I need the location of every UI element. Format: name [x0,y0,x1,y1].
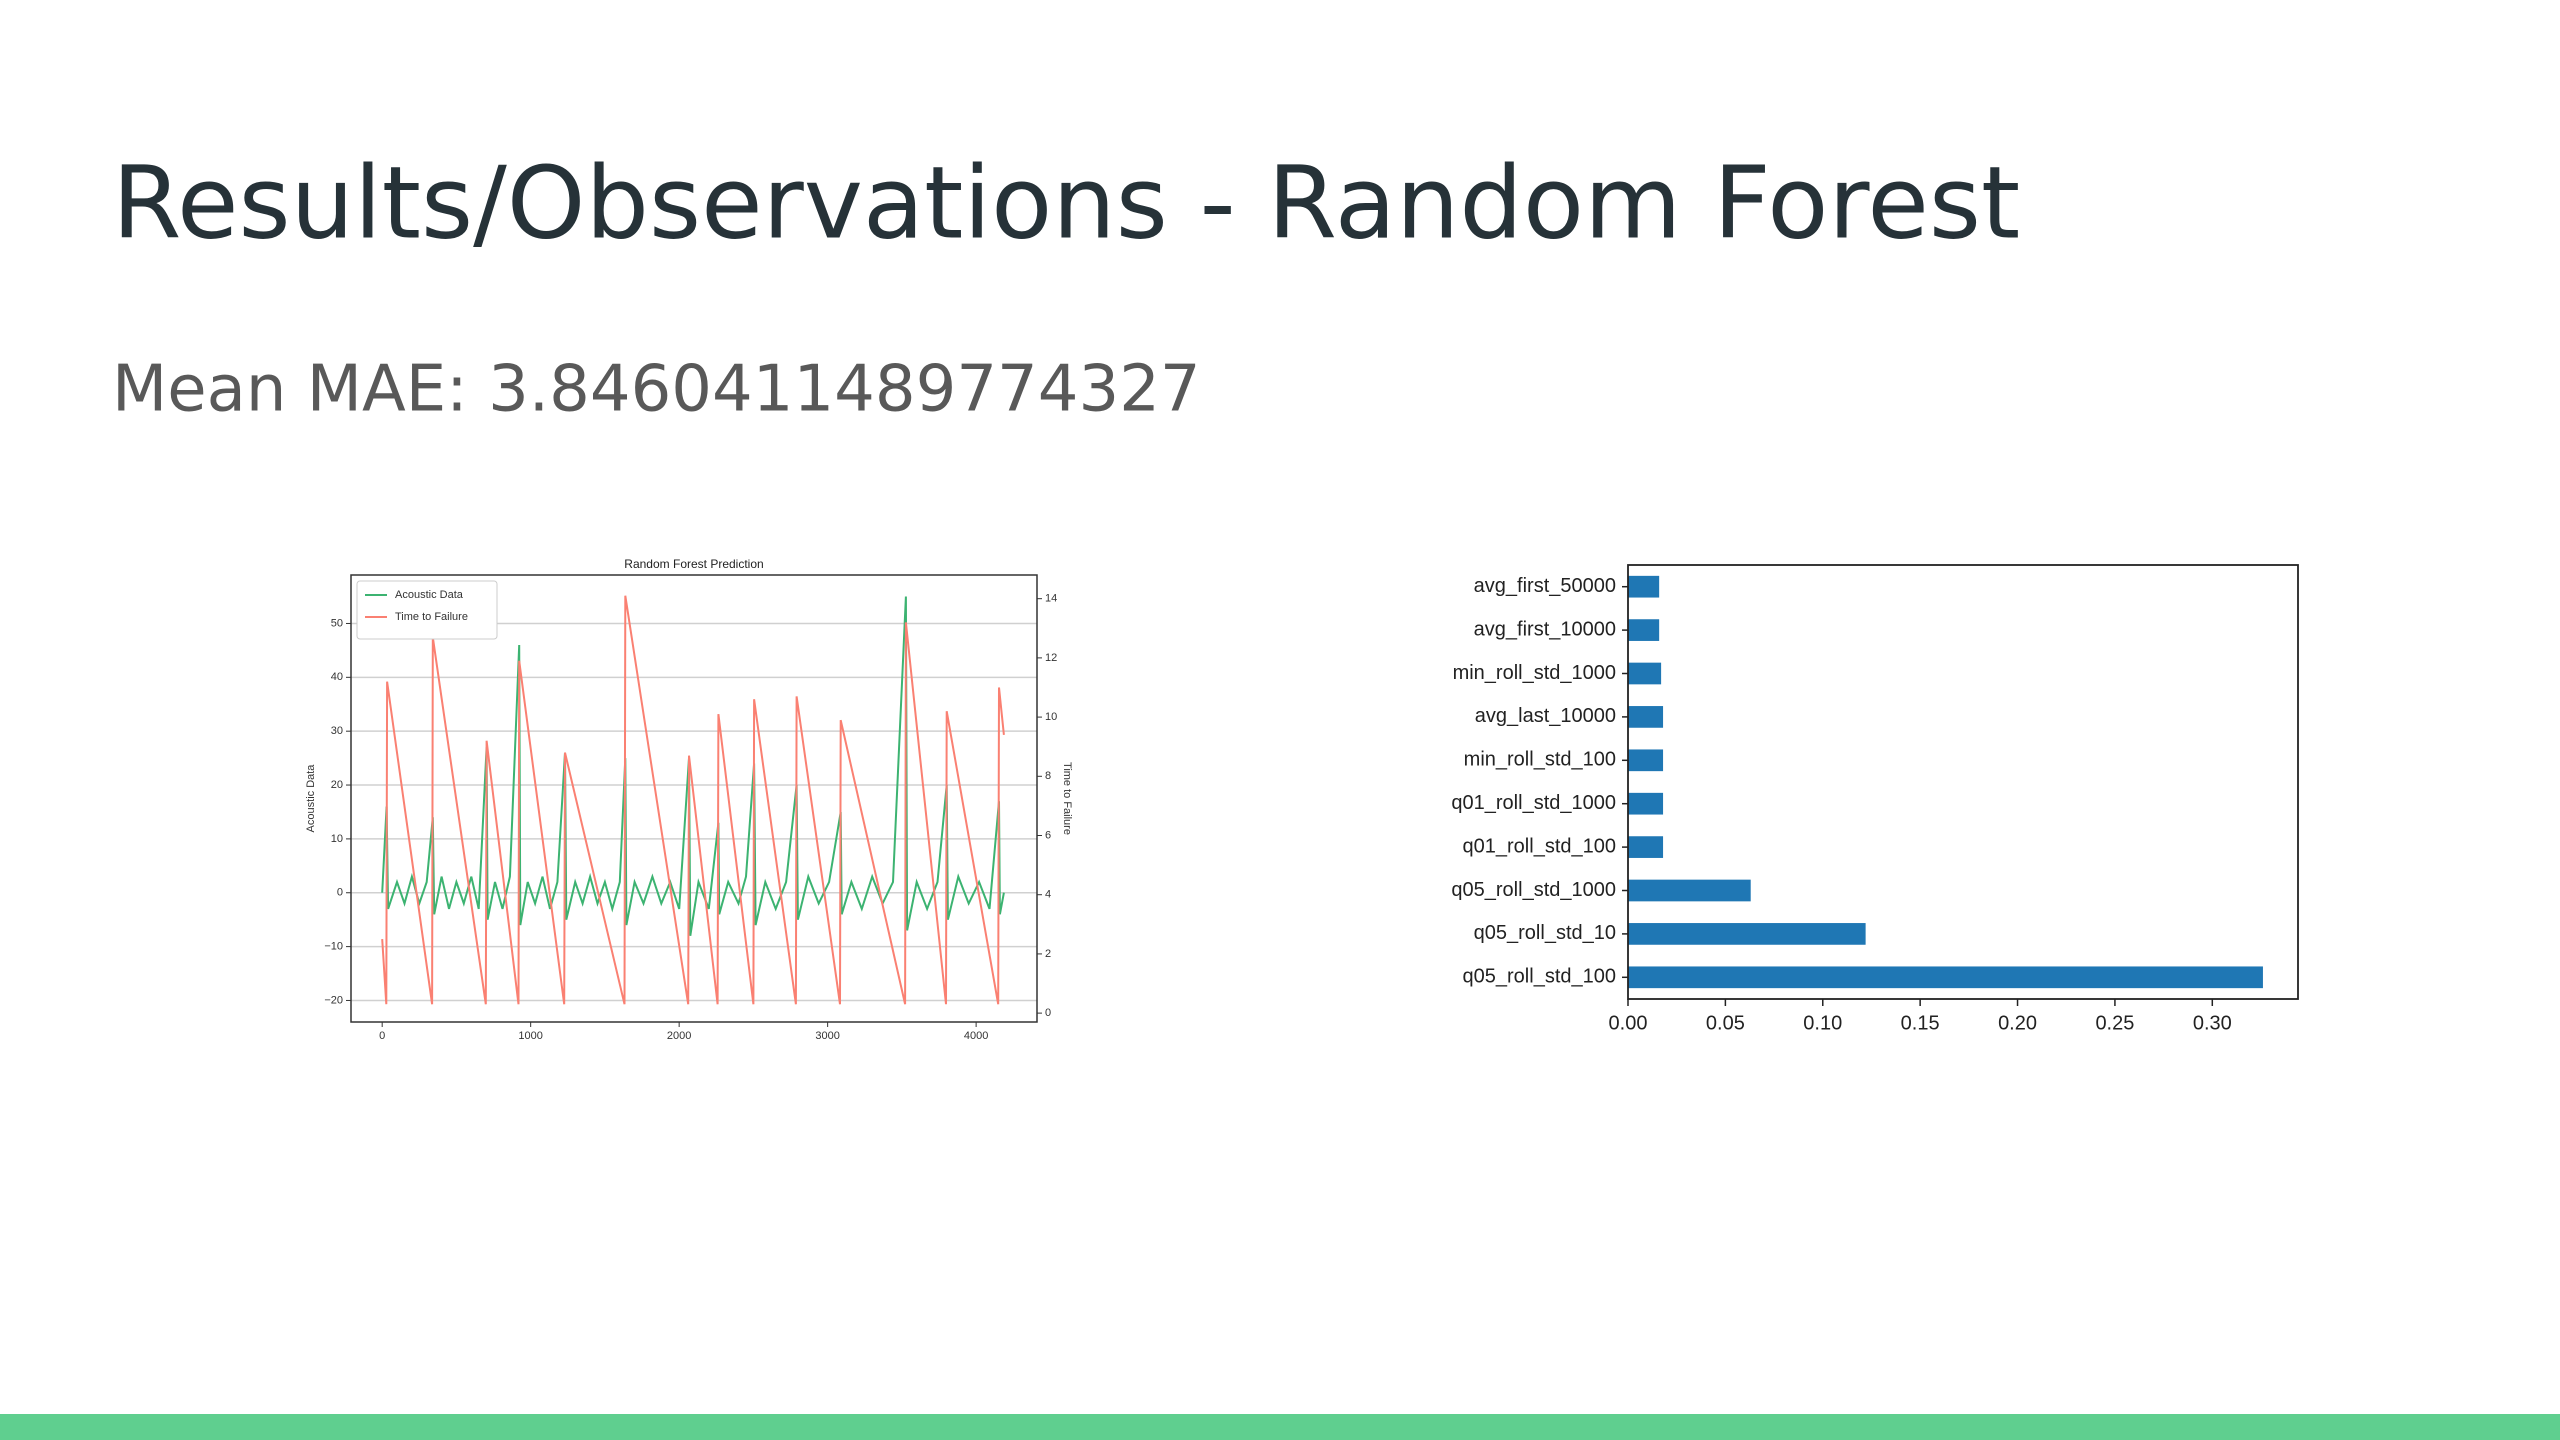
y-tick-label: −10 [324,941,343,953]
footer-bar [0,1414,2560,1440]
bar [1628,662,1662,685]
x-tick-label: 0.30 [2193,1012,2232,1034]
y-tick-label: q01_roll_std_1000 [1451,792,1616,814]
y2-axis-label: Time to Failure [1061,762,1073,835]
y-tick-label: q05_roll_std_1000 [1451,879,1616,901]
y2-tick-label: 6 [1045,829,1051,841]
x-tick-label: 1000 [518,1030,542,1042]
y-tick-label: 40 [331,671,343,683]
x-tick-label: 0.00 [1609,1012,1648,1034]
y2-tick-label: 0 [1045,1007,1051,1019]
y2-tick-label: 2 [1045,948,1051,960]
y-tick-label: 0 [337,887,343,899]
bar [1628,749,1664,772]
x-tick-label: 3000 [815,1030,839,1042]
chart-title: Random Forest Prediction [624,557,763,571]
y-tick-label: min_roll_std_1000 [1453,662,1616,684]
y2-tick-label: 14 [1045,593,1057,605]
series-line [381,596,1005,936]
legend-label: Time to Failure [395,611,468,623]
legend-box [356,580,498,640]
y-tick-label: q05_roll_std_100 [1463,966,1616,988]
bar [1628,619,1660,641]
y2-tick-label: 8 [1045,770,1051,782]
bar [1628,575,1660,598]
bar [1628,836,1664,858]
x-tick-label: 0 [379,1030,385,1042]
y-tick-label: avg_last_10000 [1475,705,1616,727]
y-tick-label: 10 [331,833,343,845]
y-tick-label: avg_first_50000 [1474,575,1616,597]
slide-subtitle: Mean MAE: 3.8460411489774327 [112,353,1201,427]
x-tick-label: 0.05 [1706,1012,1745,1034]
x-tick-label: 0.25 [2095,1012,2134,1034]
x-tick-label: 0.10 [1803,1012,1842,1034]
y-tick-label: q05_roll_std_10 [1474,922,1616,944]
y2-tick-label: 10 [1045,711,1057,723]
y2-tick-label: 12 [1045,652,1057,664]
bar [1628,879,1751,902]
bar [1628,923,1866,945]
y-tick-label: min_roll_std_100 [1464,749,1616,771]
bar [1628,792,1664,815]
x-tick-label: 4000 [964,1030,988,1042]
x-tick-label: 0.20 [1998,1012,2037,1034]
slide-title: Results/Observations - Random Forest [112,144,2020,261]
bar [1628,966,2263,989]
plot-frame [350,574,1038,1023]
y-tick-label: q01_roll_std_100 [1463,835,1616,857]
y-tick-label: −20 [324,994,343,1006]
plot-frame [1627,564,2299,1000]
x-tick-label: 0.15 [1901,1012,1940,1034]
legend-label: Acoustic Data [395,589,464,601]
y-tick-label: 30 [331,725,343,737]
y2-tick-label: 4 [1045,889,1051,901]
y-tick-label: 20 [331,779,343,791]
y-tick-label: avg_first_10000 [1474,618,1616,640]
y-axis-label: Acoustic Data [305,764,317,833]
x-tick-label: 2000 [667,1030,691,1042]
bar [1628,706,1664,728]
series-line [381,595,1005,1005]
y-tick-label: 50 [331,617,343,629]
